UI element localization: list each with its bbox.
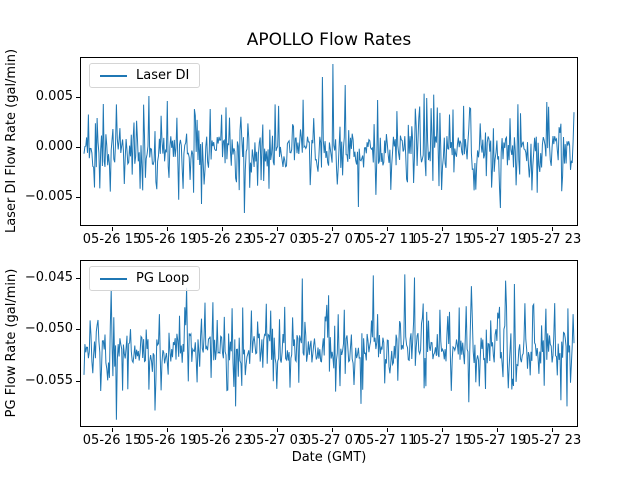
legend-line-swatch [100,74,127,77]
x-tick-mark [167,227,168,231]
x-tick-label: 05-26 19 [137,433,197,448]
x-tick-label: 05-26 19 [137,232,197,247]
x-tick-label: 05-26 23 [192,433,252,448]
y-tick-label: −0.055 [24,373,73,388]
x-tick-label: 05-27 11 [357,232,417,247]
legend-line-swatch [100,277,127,280]
x-tick-mark [167,428,168,432]
x-tick-mark [442,428,443,432]
x-tick-label: 05-26 15 [82,433,142,448]
x-tick-label: 05-27 03 [247,232,307,247]
x-tick-label: 05-27 11 [357,433,417,448]
x-tick-label: 05-27 23 [522,232,582,247]
y-tick-label: 0.005 [35,89,73,104]
y-tick-label: −0.005 [24,189,73,204]
laser-di-line-series [83,63,575,214]
x-tick-mark [387,428,388,432]
date-axis-label: Date (GMT) [291,450,367,465]
pg-loop-line [83,274,575,420]
x-tick-mark [277,428,278,432]
x-tick-mark [387,227,388,231]
pg-loop-line-series [83,274,575,420]
legend-label: Laser DI [136,68,190,83]
x-tick-mark [552,227,553,231]
plot-title: APOLLO Flow Rates [246,30,412,50]
y-tick-mark [76,97,80,98]
x-tick-label: 05-26 23 [192,232,252,247]
x-tick-label: 05-27 23 [522,433,582,448]
x-tick-mark [552,428,553,432]
x-tick-mark [112,227,113,231]
x-tick-label: 05-27 15 [412,433,472,448]
x-tick-mark [222,227,223,231]
x-tick-mark [497,227,498,231]
y-tick-label: −0.050 [24,321,73,336]
x-tick-mark [332,227,333,231]
y-tick-label: 0.000 [35,139,73,154]
y-tick-mark [76,197,80,198]
laser-di-plot: Laser DI [80,57,578,226]
x-tick-mark [442,227,443,231]
y-tick-mark [76,278,80,279]
y-tick-mark [76,381,80,382]
y-tick-mark [76,329,80,330]
y-tick-label: −0.045 [24,270,73,285]
pg-y-axis-label: PG Flow Rate (gal/min) [4,268,19,418]
x-tick-mark [332,428,333,432]
pg-loop-legend: PG Loop [89,266,201,291]
x-tick-label: 05-27 07 [302,433,362,448]
x-tick-mark [222,428,223,432]
y-tick-mark [76,147,80,148]
x-tick-mark [497,428,498,432]
x-tick-mark [277,227,278,231]
laser-di-legend: Laser DI [89,63,201,88]
laser-di-line [83,63,575,214]
pg-loop-plot: PG Loop [80,260,578,427]
x-tick-label: 05-27 03 [247,433,307,448]
x-tick-label: 05-26 15 [82,232,142,247]
x-tick-label: 05-27 15 [412,232,472,247]
legend-label: PG Loop [136,271,190,286]
x-tick-mark [112,428,113,432]
x-tick-label: 05-27 19 [467,232,527,247]
x-tick-label: 05-27 19 [467,433,527,448]
x-tick-label: 05-27 07 [302,232,362,247]
